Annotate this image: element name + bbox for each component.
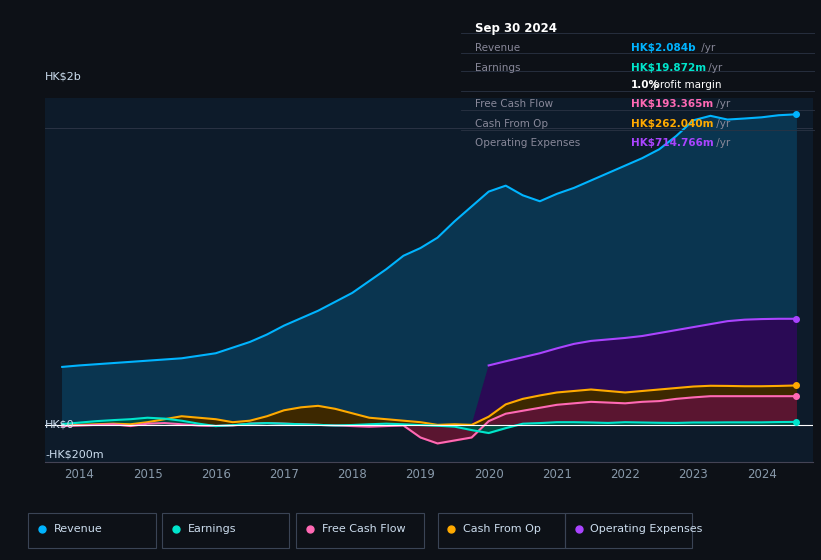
Text: Sep 30 2024: Sep 30 2024 <box>475 22 557 35</box>
Text: Cash From Op: Cash From Op <box>475 119 548 129</box>
Text: Operating Expenses: Operating Expenses <box>590 524 703 534</box>
Text: Earnings: Earnings <box>187 524 236 534</box>
Text: /yr: /yr <box>713 99 730 109</box>
Text: Cash From Op: Cash From Op <box>463 524 541 534</box>
Text: Operating Expenses: Operating Expenses <box>475 138 580 148</box>
Text: HK$2b: HK$2b <box>45 71 82 81</box>
Text: /yr: /yr <box>698 43 715 53</box>
Text: Revenue: Revenue <box>475 43 520 53</box>
Text: Free Cash Flow: Free Cash Flow <box>322 524 406 534</box>
Text: /yr: /yr <box>713 119 730 129</box>
Text: /yr: /yr <box>713 138 730 148</box>
Text: Revenue: Revenue <box>54 524 103 534</box>
Text: 1.0%: 1.0% <box>631 80 660 90</box>
Text: profit margin: profit margin <box>650 80 722 90</box>
Text: /yr: /yr <box>705 63 722 73</box>
Text: HK$714.766m: HK$714.766m <box>631 138 713 148</box>
Text: HK$0: HK$0 <box>45 420 75 430</box>
Text: HK$262.040m: HK$262.040m <box>631 119 713 129</box>
Text: HK$19.872m: HK$19.872m <box>631 63 706 73</box>
Text: Free Cash Flow: Free Cash Flow <box>475 99 553 109</box>
Text: HK$193.365m: HK$193.365m <box>631 99 713 109</box>
Text: -HK$200m: -HK$200m <box>45 450 103 460</box>
Text: Earnings: Earnings <box>475 63 521 73</box>
Text: HK$2.084b: HK$2.084b <box>631 43 695 53</box>
